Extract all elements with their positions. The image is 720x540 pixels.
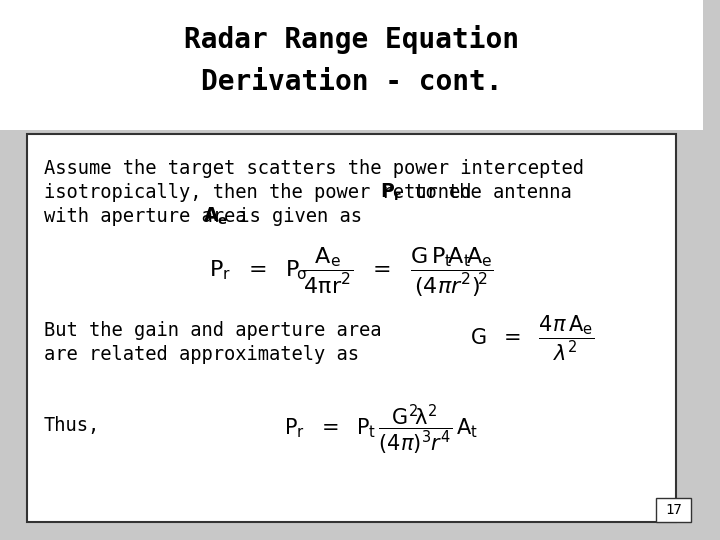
Polygon shape (0, 0, 703, 130)
Text: Radar Range Equation: Radar Range Equation (184, 25, 519, 55)
Text: $\mathrm{G}\ \ =\ \ \dfrac{4\pi\,\mathrm{A_e}}{\lambda^2}$: $\mathrm{G}\ \ =\ \ \dfrac{4\pi\,\mathrm… (470, 313, 594, 363)
Text: Assume the target scatters the power intercepted: Assume the target scatters the power int… (44, 159, 584, 178)
Text: to the antenna: to the antenna (403, 183, 572, 201)
Text: isotropically, then the power returned: isotropically, then the power returned (44, 183, 482, 201)
FancyBboxPatch shape (656, 498, 691, 522)
Text: Derivation - cont.: Derivation - cont. (201, 68, 503, 96)
Text: are related approximately as: are related approximately as (44, 345, 359, 363)
FancyBboxPatch shape (27, 134, 676, 522)
Text: 17: 17 (665, 503, 683, 517)
Text: Thus,: Thus, (44, 415, 100, 435)
Text: But the gain and aperture area: But the gain and aperture area (44, 321, 382, 340)
Text: $\mathrm{P_r}\ \ =\ \ \mathrm{P_t}\,\dfrac{\mathrm{G^2\!\lambda^2}}{(4\pi)^3 r^4: $\mathrm{P_r}\ \ =\ \ \mathrm{P_t}\,\dfr… (284, 403, 478, 457)
Text: with aperture area: with aperture area (44, 206, 258, 226)
Text: $\mathrm{P_r}$$\ \ =\ \ $$\mathrm{P_{\!\sigma}\! \dfrac{A_e}{4\pi r^2}}$$\ \ =\ : $\mathrm{P_r}$$\ \ =\ \ $$\mathrm{P_{\!\… (209, 245, 494, 299)
Text: $\mathbf{P_r}$: $\mathbf{P_r}$ (380, 181, 402, 202)
Text: is given as: is given as (227, 206, 361, 226)
Text: $\mathbf{A_e}$: $\mathbf{A_e}$ (203, 205, 228, 227)
